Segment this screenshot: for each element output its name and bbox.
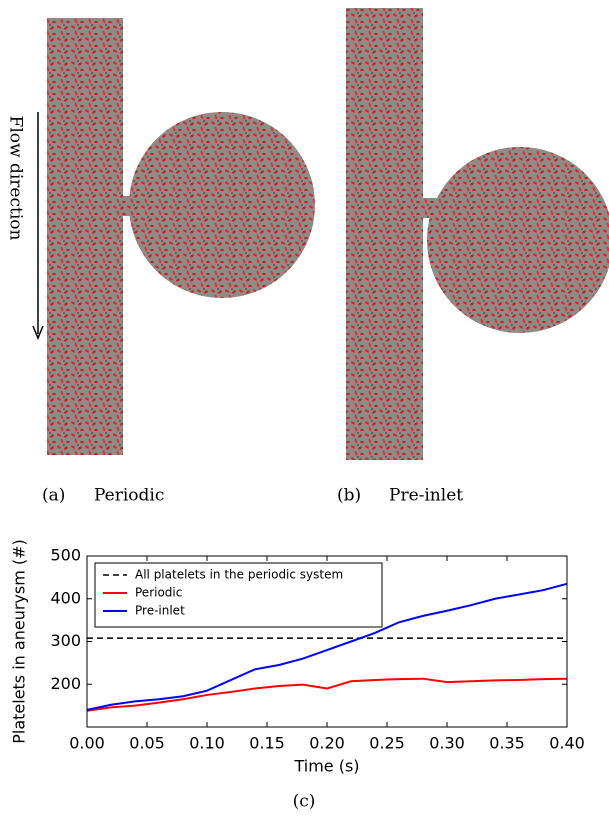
chart: 0.00 0.05 0.10 0.15 0.20 0.25 0.30 0.35 0.40 200 3… — [10, 539, 585, 775]
x-tick-label: 0.35 — [489, 734, 525, 753]
chart-caption: (c) — [293, 792, 316, 812]
simulation-pre-inlet — [346, 8, 609, 460]
caption-label: (b) — [337, 486, 361, 506]
y-tick-label: 500 — [50, 546, 81, 565]
x-tick-label: 0.05 — [129, 734, 165, 753]
caption-text: Pre-inlet — [389, 486, 463, 506]
x-tick-label: 0.25 — [369, 734, 405, 753]
x-tick-label: 0.20 — [309, 734, 345, 753]
caption-text: Periodic — [94, 486, 164, 506]
y-tick-label: 200 — [50, 674, 81, 693]
legend-box — [94, 562, 383, 628]
x-tick-label: 0.30 — [429, 734, 465, 753]
series-line — [86, 677, 568, 712]
y-tick-label: 300 — [50, 631, 81, 650]
x-axis-label: Time (s) — [293, 757, 359, 776]
simulation-periodic — [47, 18, 315, 455]
flow-label: Flow direction — [6, 116, 26, 241]
flow-arrow — [32, 112, 44, 340]
legend-label: All platelets in the periodic system — [135, 568, 343, 582]
y-axis-label: Platelets in aneurysm (#) — [10, 539, 29, 744]
plot-frame — [86, 555, 568, 728]
series-line — [86, 582, 568, 711]
caption-label: (a) — [42, 486, 65, 506]
legend-label: Pre-inlet — [135, 604, 185, 618]
x-tick-label: 0.40 — [549, 734, 585, 753]
x-tick-label: 0.15 — [249, 734, 285, 753]
y-tick-label: 400 — [50, 588, 81, 607]
legend-label: Periodic — [135, 586, 182, 600]
x-tick-label: 0.10 — [189, 734, 225, 753]
x-tick-label: 0.00 — [69, 734, 105, 753]
